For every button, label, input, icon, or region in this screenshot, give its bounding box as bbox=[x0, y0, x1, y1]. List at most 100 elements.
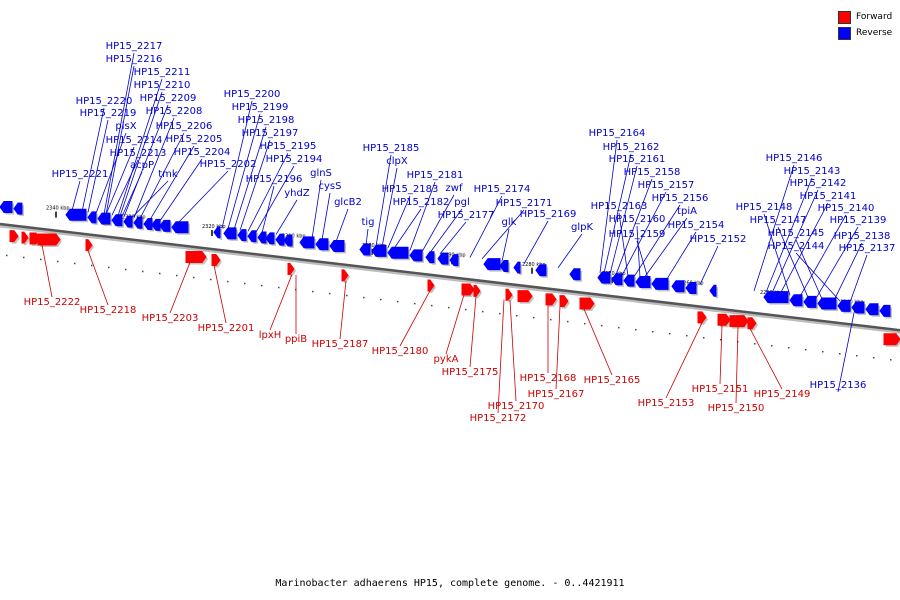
track-dot bbox=[125, 268, 127, 271]
forward-leader-line bbox=[339, 280, 347, 340]
forward-gene-arrow bbox=[545, 293, 557, 306]
track-dot bbox=[601, 324, 603, 327]
reverse-gene-arrow bbox=[635, 276, 651, 289]
reverse-gene-label: HP15_2209 bbox=[140, 93, 197, 104]
reverse-gene-arrow bbox=[671, 280, 685, 293]
forward-gene-label: HP15_2222 bbox=[24, 297, 81, 308]
reverse-gene-arrow bbox=[611, 273, 623, 286]
reverse-leader-line bbox=[795, 239, 823, 300]
reverse-leader-line bbox=[429, 208, 463, 253]
track-dot bbox=[635, 328, 637, 331]
reverse-gene-label: HP15_2200 bbox=[224, 89, 281, 100]
reverse-gene-label: HP15_2195 bbox=[260, 141, 317, 152]
backbone-shadow bbox=[0, 224, 900, 334]
reverse-gene-label: HP15_2214 bbox=[106, 135, 163, 146]
forward-leader-line bbox=[399, 290, 431, 347]
reverse-gene-arrow bbox=[359, 243, 371, 256]
forward-leader-line bbox=[719, 325, 723, 385]
reverse-gene-arrow bbox=[513, 261, 521, 274]
reverse-gene-arrow bbox=[535, 264, 547, 277]
reverse-gene-label: HP15_2138 bbox=[834, 231, 891, 242]
forward-gene-arrow bbox=[287, 262, 295, 275]
track-dot bbox=[669, 332, 671, 335]
forward-leader-line bbox=[213, 265, 227, 324]
reverse-leader-line bbox=[621, 191, 667, 276]
forward-gene-label: HP15_2151 bbox=[692, 384, 749, 395]
reverse-gene-arrow bbox=[213, 226, 221, 239]
track-dot bbox=[363, 296, 365, 299]
reverse-gene-label: HP15_2162 bbox=[603, 142, 660, 153]
reverse-gene-arrow bbox=[409, 249, 423, 262]
track-dot bbox=[380, 298, 382, 301]
track-dot bbox=[754, 342, 756, 345]
reverse-gene-label: HP15_2202 bbox=[200, 159, 257, 170]
reverse-gene-label: HP15_2143 bbox=[784, 166, 841, 177]
reverse-leader-line bbox=[375, 154, 392, 247]
forward-leader-line bbox=[583, 308, 613, 376]
reverse-leader-line bbox=[119, 91, 163, 217]
reverse-gene-arrow bbox=[483, 258, 501, 271]
reverse-leader-line bbox=[636, 225, 641, 278]
forward-gene-arrow bbox=[341, 269, 349, 282]
reverse-gene-label: HP15_2140 bbox=[818, 203, 875, 214]
reverse-gene-label: HP15_2137 bbox=[839, 243, 896, 254]
reverse-leader-line bbox=[387, 195, 411, 248]
reverse-leader-line bbox=[311, 179, 322, 239]
track-dot bbox=[397, 300, 399, 303]
reverse-leader-line bbox=[779, 202, 829, 295]
reverse-gene-label: HP15_2146 bbox=[766, 153, 823, 164]
reverse-gene-arrow bbox=[879, 304, 891, 317]
reverse-gene-arrow bbox=[569, 268, 581, 281]
forward-gene-arrow bbox=[211, 254, 221, 267]
reverse-leader-line bbox=[261, 185, 275, 234]
forward-gene-label: HP15_2187 bbox=[312, 339, 369, 350]
track-dot bbox=[652, 330, 654, 333]
reverse-leader-line bbox=[247, 152, 289, 232]
reverse-gene-label: HP15_2182 bbox=[393, 197, 450, 208]
reverse-gene-label: HP15_2199 bbox=[232, 102, 289, 113]
track-dot bbox=[57, 260, 59, 263]
reverse-gene-arrow bbox=[237, 229, 247, 242]
track-dot bbox=[346, 294, 348, 297]
track-dot bbox=[482, 310, 484, 313]
reverse-gene-label: HP15_2211 bbox=[134, 67, 191, 78]
forward-gene-label: HP15_2170 bbox=[488, 401, 545, 412]
reverse-leader-line bbox=[643, 217, 688, 279]
track-dot bbox=[567, 320, 569, 323]
reverse-gene-label: glk bbox=[502, 217, 517, 228]
reverse-gene-label: HP15_2210 bbox=[134, 80, 191, 91]
reverse-gene-arrow bbox=[837, 299, 851, 312]
reverse-gene-arrow bbox=[851, 301, 865, 314]
reverse-gene-label: HP15_2221 bbox=[52, 169, 109, 180]
track-dot bbox=[74, 262, 76, 265]
reverse-gene-arrow bbox=[763, 291, 789, 304]
reverse-gene-label: HP15_2220 bbox=[76, 96, 133, 107]
track-dot bbox=[839, 353, 841, 355]
forward-gene-label: HP15_2180 bbox=[372, 346, 429, 357]
track-dot bbox=[23, 256, 25, 259]
forward-gene-arrow bbox=[579, 297, 595, 310]
forward-gene-label: HP15_2150 bbox=[708, 403, 765, 414]
reverse-leader-line bbox=[633, 204, 681, 278]
reverse-gene-label: HP15_2136 bbox=[810, 380, 867, 391]
reverse-leader-line bbox=[501, 228, 510, 262]
reverse-gene-arrow bbox=[597, 271, 611, 284]
track-dot bbox=[788, 346, 790, 349]
track-dot bbox=[856, 355, 858, 357]
forward-gene-label: HP15_2218 bbox=[80, 305, 137, 316]
reverse-gene-arrow bbox=[13, 202, 23, 215]
reverse-gene-label: HP15_2217 bbox=[106, 41, 163, 52]
reverse-gene-arrow bbox=[803, 295, 817, 308]
forward-gene-label: ppiB bbox=[285, 334, 307, 345]
reverse-gene-label: HP15_2157 bbox=[638, 180, 695, 191]
reverse-gene-arrow bbox=[283, 234, 293, 247]
reverse-gene-label: tig bbox=[361, 217, 374, 228]
track-dot bbox=[805, 348, 807, 351]
forward-gene-arrow bbox=[185, 250, 207, 263]
forward-gene-arrow bbox=[505, 288, 513, 301]
reverse-gene-arrow bbox=[159, 219, 171, 232]
reverse-leader-line bbox=[111, 159, 139, 216]
reverse-leader-line bbox=[833, 242, 863, 301]
reverse-gene-arrow bbox=[449, 254, 459, 267]
